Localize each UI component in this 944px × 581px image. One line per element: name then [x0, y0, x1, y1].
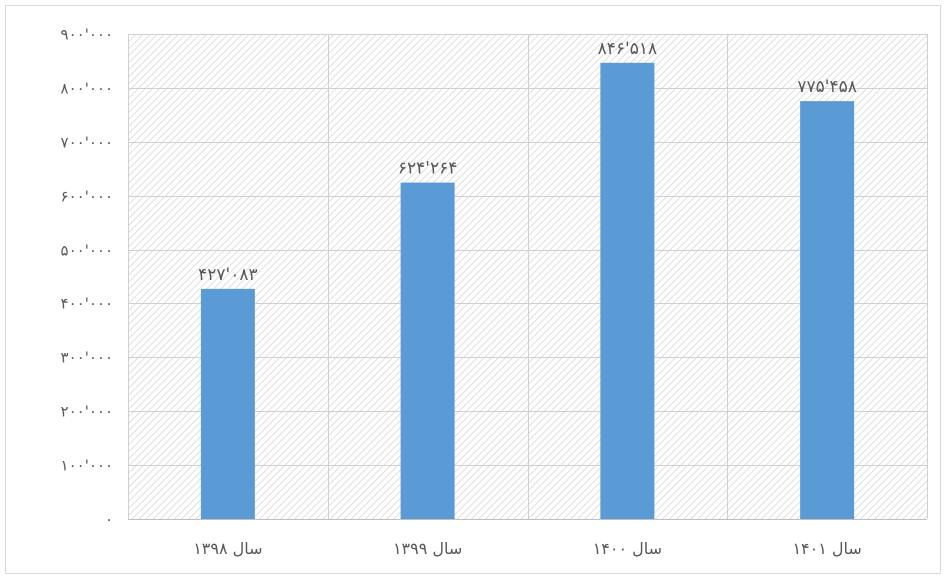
bars	[200, 62, 855, 519]
x-axis: سال ۱۳۹۸ سال ۱۳۹۹ سال ۱۴۰۰ سال ۱۴۰۱	[193, 539, 862, 558]
x-tick-label: سال ۱۳۹۹	[393, 539, 462, 558]
y-tick-label: ۲۰۰'۰۰۰	[61, 403, 113, 421]
x-tick-label: سال ۱۴۰۱	[792, 539, 861, 558]
bar-value-label: ۴۲۷'۰۸۳	[198, 265, 257, 285]
bar-value-label: ۷۷۵'۴۵۸	[797, 77, 856, 97]
y-tick-label: ۴۰۰'۰۰۰	[61, 295, 113, 313]
y-axis: ۰ ۱۰۰'۰۰۰ ۲۰۰'۰۰۰ ۳۰۰'۰۰۰ ۴۰۰'۰۰۰ ۵۰۰'۰۰۰ ۶۰۰'…	[61, 26, 113, 529]
y-tick-label: ۱۰۰'۰۰۰	[61, 457, 113, 475]
bar-value-label: ۶۲۴'۲۶۴	[398, 159, 457, 179]
gridlines	[128, 34, 928, 520]
bar	[600, 62, 655, 519]
plot-area-background	[128, 34, 927, 519]
x-tick-label: سال ۱۳۹۸	[193, 539, 262, 558]
bar-value-label: ۸۴۶'۵۱۸	[598, 39, 657, 59]
y-tick-label: ۵۰۰'۰۰۰	[61, 242, 113, 260]
y-tick-label: ۳۰۰'۰۰۰	[61, 349, 113, 367]
bar	[400, 182, 455, 519]
data-labels: ۴۲۷'۰۸۳ ۶۲۴'۲۶۴ ۸۴۶'۵۱۸ ۷۷۵'۴۵۸	[198, 39, 857, 285]
bar	[200, 288, 255, 519]
y-tick-label: ۶۰۰'۰۰۰	[61, 188, 113, 206]
y-tick-label: ۹۰۰'۰۰۰	[61, 26, 113, 44]
y-tick-label: ۷۰۰'۰۰۰	[61, 134, 113, 152]
y-tick-label: ۰	[105, 511, 113, 529]
y-tick-label: ۸۰۰'۰۰۰	[61, 80, 113, 98]
bar	[800, 101, 855, 519]
x-tick-label: سال ۱۴۰۰	[593, 539, 662, 558]
